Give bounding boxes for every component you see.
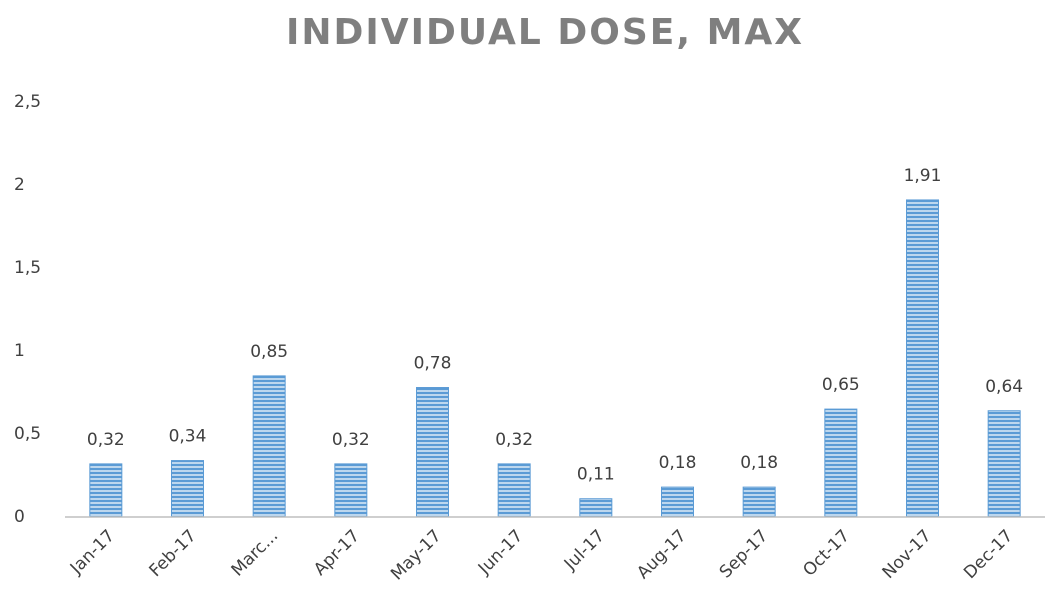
y-tick-label: 1: [14, 341, 25, 361]
x-tick-label: Apr-17: [310, 526, 364, 580]
chart-title: INDIVIDUAL DOSE, MAX: [286, 12, 804, 53]
bar: [171, 460, 204, 518]
data-label: 0,65: [822, 375, 860, 395]
data-label: 0,18: [659, 453, 697, 473]
x-tick-label: Sep-17: [716, 526, 772, 582]
bar: [579, 498, 613, 518]
x-tick-label: May-17: [387, 526, 445, 584]
bar: [906, 199, 939, 518]
bar: [334, 463, 368, 518]
data-label: 1,91: [904, 166, 942, 186]
x-tick-label: Dec-17: [960, 526, 1017, 583]
y-tick-label: 2,5: [14, 92, 41, 112]
bar: [824, 408, 858, 518]
data-label: 0,11: [577, 465, 615, 485]
bar: [497, 463, 531, 518]
x-tick-label: Aug-17: [633, 526, 690, 583]
y-tick-label: 1,5: [14, 258, 41, 278]
bar: [416, 387, 449, 518]
bar: [89, 463, 123, 518]
x-tick-label: Jun-17: [474, 526, 527, 579]
y-tick-label: 2: [14, 175, 25, 195]
x-tick-label: Jul-17: [560, 526, 609, 575]
x-tick-label: Marc...: [228, 526, 283, 581]
x-tick-label: Feb-17: [146, 526, 201, 581]
data-label: 0,32: [87, 430, 125, 450]
bar: [661, 486, 694, 518]
data-label: 0,85: [250, 342, 288, 362]
x-tick-label: Jan-17: [66, 526, 119, 579]
y-tick-label: 0: [14, 507, 25, 527]
x-tick-label: Oct-17: [799, 526, 854, 581]
x-tick-label: Nov-17: [879, 526, 936, 583]
bar: [252, 375, 286, 518]
data-label: 0,34: [169, 427, 207, 447]
data-label: 0,32: [495, 430, 533, 450]
data-label: 0,64: [985, 377, 1023, 397]
y-tick-label: 0,5: [14, 424, 41, 444]
data-label: 0,18: [740, 453, 778, 473]
data-label: 0,32: [332, 430, 370, 450]
bar: [742, 486, 776, 518]
data-label: 0,78: [414, 354, 452, 374]
bar: [987, 410, 1021, 518]
